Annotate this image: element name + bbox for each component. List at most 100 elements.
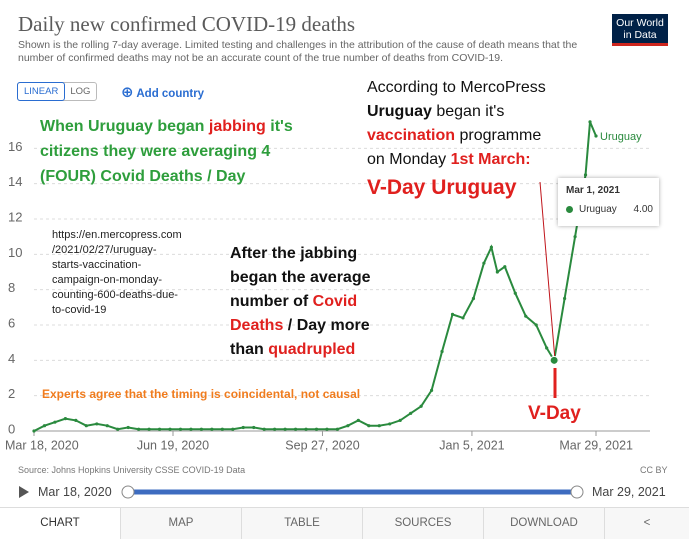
tooltip-series: Uruguay [579,204,617,215]
y-tick-label: 2 [8,386,15,401]
point [503,265,507,269]
annotation-line: number of Covid [230,290,371,314]
point [388,422,392,426]
x-tick-label: Sep 27, 2020 [285,438,359,452]
annotation-line: According to MercoPress [367,76,546,100]
annotation-text: on Monday [367,151,451,168]
annotation-text: citizens they were averaging 4 [40,143,271,160]
annotation-text: campaign-on-monday- [52,274,163,286]
tab[interactable]: TABLE [241,508,362,539]
point [314,427,319,431]
y-tick-label: 10 [8,245,22,260]
timeline-end: Mar 29, 2021 [592,485,666,499]
annotation-line: /2021/02/27/uruguay- [52,243,182,258]
annotation-text: Experts agree that the timing is coincid… [42,387,361,401]
tab[interactable]: DOWNLOAD [483,508,604,539]
license[interactable]: CC BY [640,465,668,475]
annotation: After the jabbing began the average number… [230,242,371,362]
annotation-line: on Monday 1st March: [367,148,546,172]
annotation-text: V-Day Uruguay [367,176,517,199]
tab[interactable]: < [604,508,689,539]
y-tick-label: 4 [8,351,15,366]
x-tick-label: Mar 18, 2020 [5,438,79,452]
point [262,427,266,431]
x-tick-label: Mar 29, 2021 [559,438,633,452]
point [583,173,588,177]
point [461,316,465,320]
series-label: Uruguay [600,131,642,143]
point [346,424,350,428]
point [231,427,235,431]
add-country-button[interactable]: ⊕ Add country [121,83,204,101]
point [220,427,224,431]
annotation-text: Covid [312,293,358,310]
point [450,312,455,316]
point [489,245,493,249]
chart-subtitle: Shown is the rolling 7-day average. Limi… [18,39,578,64]
timeline-handle [121,485,135,499]
annotation-text: jabbing [208,118,266,135]
point [513,291,517,295]
point [283,427,287,431]
point [147,427,151,431]
point [524,314,528,318]
logo[interactable]: Our World in Data [612,14,668,46]
point [409,411,413,415]
annotation-text: V-Day [528,403,581,424]
point [210,427,214,431]
add-country-label: Add country [136,88,205,100]
log-button[interactable]: LOG [70,86,91,97]
y-tick-label: 0 [8,421,15,436]
point [252,425,256,430]
chart-title: Daily new confirmed COVID-19 deaths [18,12,356,36]
annotation-line: Experts agree that the timing is coincid… [42,386,360,402]
highlight-point [549,355,559,365]
linear-button[interactable]: LINEAR [17,82,66,101]
point [594,134,598,138]
point [105,424,109,428]
x-tick-label: Jan 5, 2021 [439,438,504,452]
play-button [19,486,29,498]
point [273,427,277,431]
annotation-line: V-Day Uruguay [367,176,546,200]
y-tick-label: 6 [8,315,15,330]
annotation-line: Uruguay began it's [367,100,546,124]
point [293,427,298,431]
annotation-text: When Uruguay began [40,118,209,135]
x-tick-label: Jun 19, 2020 [137,438,209,452]
annotation-text: 1st March: [450,151,531,168]
annotation-line: than quadrupled [230,338,371,362]
annotation-line: Deaths / Day more [230,314,371,338]
annotation-text: to-covid-19 [52,304,107,316]
tab[interactable]: MAP [120,508,241,539]
logo-text: Our World [616,17,664,29]
timeline-start: Mar 18, 2020 [38,485,112,499]
point [116,427,120,431]
point [545,346,549,350]
point [74,418,78,422]
point [53,420,57,424]
annotation-text: began the average [230,269,371,286]
annotation-text: Deaths [230,317,284,334]
point [32,429,36,433]
point [534,323,538,327]
annotation-text: /2021/02/27/uruguay- [52,244,157,256]
point [573,235,577,239]
point [241,425,245,430]
point [84,424,88,428]
source[interactable]: Source: Johns Hopkins University CSSE CO… [18,465,246,475]
tab[interactable]: SOURCES [362,508,483,539]
point [377,424,381,428]
logo-text: in Data [623,29,657,41]
annotation-text: than [230,341,269,358]
tab[interactable]: CHART [0,508,120,539]
plus-icon: ⊕ [121,84,134,101]
annotation: V-Day [528,403,581,425]
point [398,418,402,422]
y-tick-label: 14 [8,174,22,189]
point [168,427,172,431]
annotation-line: https://en.mercopress.com [52,228,182,243]
point [482,261,486,265]
